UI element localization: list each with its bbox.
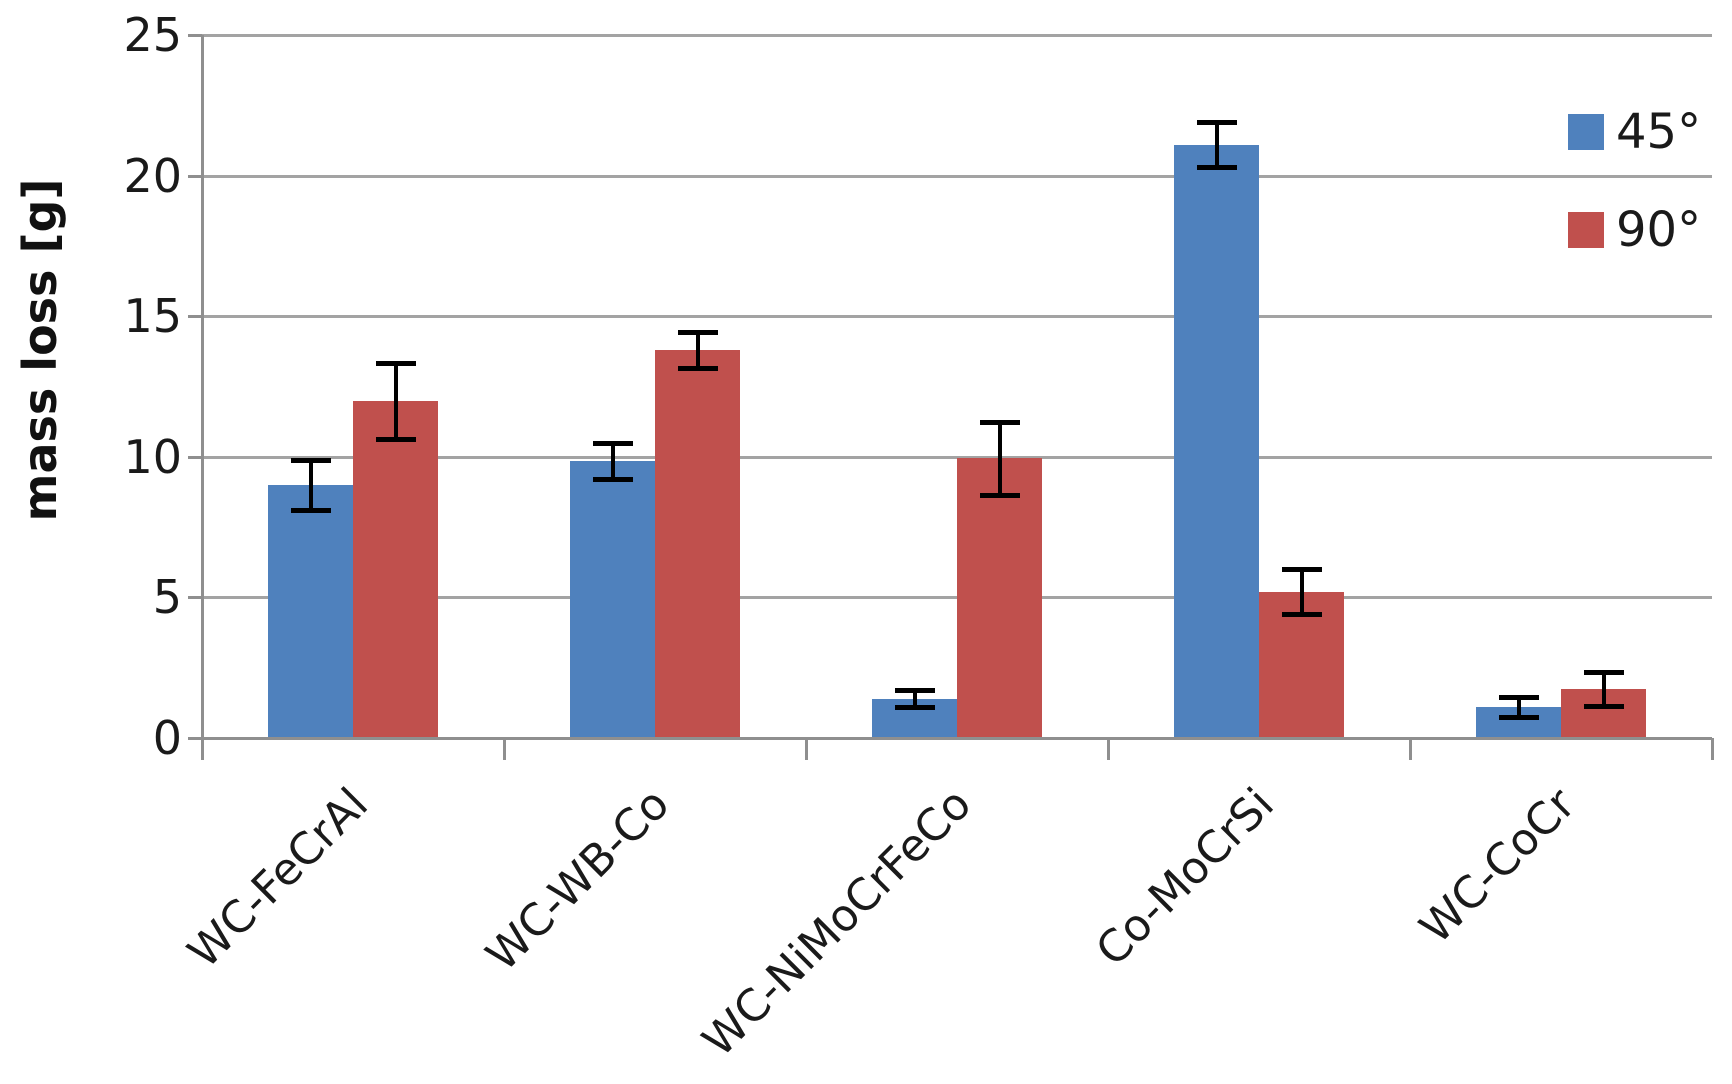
y-axis-title: mass loss [g] — [13, 178, 67, 522]
x-axis-tick — [1409, 738, 1412, 760]
y-tick-label: 15 — [123, 289, 182, 344]
y-axis-tick — [188, 737, 202, 740]
error-bar-cap-top — [290, 457, 331, 463]
bar-90°-WC-WB-Co — [655, 349, 740, 738]
y-tick-label: 0 — [152, 711, 182, 765]
error-bar-cap-bottom — [592, 477, 633, 483]
gridline — [202, 315, 1712, 319]
error-bar-cap-bottom — [1196, 165, 1237, 171]
error-bar-cap-bottom — [894, 705, 935, 711]
error-bar-cap-top — [1281, 567, 1322, 573]
error-bar-cap-top — [1583, 669, 1624, 675]
error-bar-cap-top — [894, 688, 935, 694]
y-axis-tick — [188, 34, 202, 37]
bar-45°-Co-MoCrSi — [1174, 144, 1259, 738]
error-bar-cap-bottom — [1281, 612, 1322, 618]
x-axis-tick — [201, 738, 204, 760]
x-tick-label: WC-NiMoCrFeCo — [693, 778, 982, 1067]
x-axis-tick — [805, 738, 808, 760]
error-bar-line — [1516, 697, 1521, 717]
bar-45°-WC-WB-Co — [570, 461, 655, 738]
x-tick-label: WC-WB-Co — [477, 778, 680, 982]
error-bar-cap-top — [592, 440, 633, 446]
y-axis-tick — [188, 315, 202, 319]
x-axis-tick — [1711, 738, 1714, 760]
bar-45°-WC-FeCrAl — [268, 484, 353, 738]
error-bar-cap-bottom — [375, 436, 416, 442]
y-tick-label: 20 — [123, 148, 182, 203]
gridline — [202, 174, 1712, 178]
error-bar-line — [393, 362, 398, 439]
bar-90°-WC-NiMoCrFeCo — [957, 458, 1042, 738]
gridline — [202, 455, 1712, 459]
y-axis-tick — [188, 455, 202, 459]
error-bar-cap-top — [375, 360, 416, 366]
error-bar-line — [1214, 122, 1219, 168]
bar-90°-WC-FeCrAl — [353, 400, 438, 738]
error-bar-line — [912, 690, 917, 708]
error-bar-line — [308, 459, 313, 511]
x-axis-line — [202, 737, 1712, 740]
error-bar-cap-bottom — [1583, 703, 1624, 709]
y-tick-label: 5 — [152, 570, 182, 625]
error-bar-cap-top — [979, 419, 1020, 425]
error-bar-line — [695, 331, 700, 369]
error-bar-cap-bottom — [1498, 714, 1539, 720]
error-bar-line — [997, 421, 1002, 495]
error-bar-line — [1601, 671, 1606, 706]
error-bar-line — [1299, 569, 1304, 615]
y-tick-label: 25 — [123, 8, 182, 62]
error-bar-cap-bottom — [677, 366, 718, 372]
y-axis-tick — [188, 596, 202, 600]
x-tick-label: Co-MoCrSi — [1086, 778, 1284, 977]
error-bar-cap-top — [677, 329, 718, 335]
y-axis-tick — [188, 174, 202, 178]
error-bar-cap-bottom — [979, 492, 1020, 498]
error-bar-cap-bottom — [290, 508, 331, 514]
x-axis-tick — [503, 738, 506, 760]
y-axis-line — [201, 35, 204, 738]
y-tick-label: 10 — [123, 429, 182, 484]
x-tick-label: WC-FeCrAl — [178, 778, 378, 979]
gridline — [202, 34, 1712, 37]
error-bar-cap-top — [1196, 120, 1237, 126]
error-bar-line — [610, 442, 615, 480]
x-tick-label: WC-CoCr — [1410, 778, 1586, 954]
error-bar-cap-top — [1498, 695, 1539, 701]
x-axis-tick — [1107, 738, 1110, 760]
